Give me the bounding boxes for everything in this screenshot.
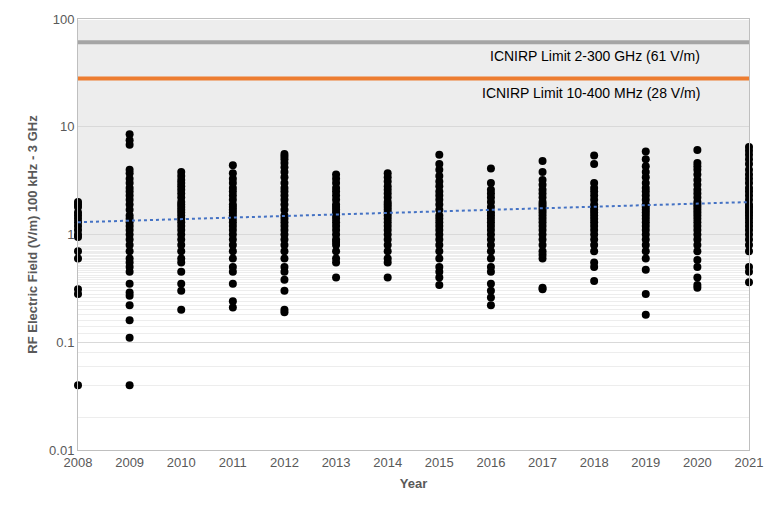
svg-text:RF Electric Field (V/m) 100 kH: RF Electric Field (V/m) 100 kHz - 3 GHz: [25, 115, 40, 354]
svg-text:0.1: 0.1: [56, 335, 74, 350]
svg-text:2013: 2013: [322, 455, 351, 470]
svg-text:ICNIRP Limit 10-400 MHz (28 V/: ICNIRP Limit 10-400 MHz (28 V/m): [482, 85, 700, 101]
svg-text:2014: 2014: [373, 455, 402, 470]
svg-text:2011: 2011: [219, 455, 247, 470]
svg-text:2020: 2020: [683, 455, 712, 470]
svg-text:1: 1: [67, 227, 74, 242]
svg-text:2008: 2008: [64, 455, 93, 470]
svg-text:2018: 2018: [580, 455, 609, 470]
svg-text:2015: 2015: [425, 455, 454, 470]
svg-text:2016: 2016: [476, 455, 505, 470]
svg-text:2010: 2010: [167, 455, 196, 470]
svg-text:2019: 2019: [631, 455, 660, 470]
svg-text:2021: 2021: [735, 455, 764, 470]
svg-text:2012: 2012: [270, 455, 299, 470]
svg-text:ICNIRP Limit 2-300 GHz (61 V/m: ICNIRP Limit 2-300 GHz (61 V/m): [490, 48, 700, 64]
svg-text:Year: Year: [400, 476, 427, 491]
svg-text:100: 100: [53, 12, 75, 27]
svg-text:2017: 2017: [528, 455, 557, 470]
svg-text:10: 10: [60, 119, 74, 134]
svg-text:2009: 2009: [115, 455, 144, 470]
svg-text:0.01: 0.01: [49, 443, 74, 458]
